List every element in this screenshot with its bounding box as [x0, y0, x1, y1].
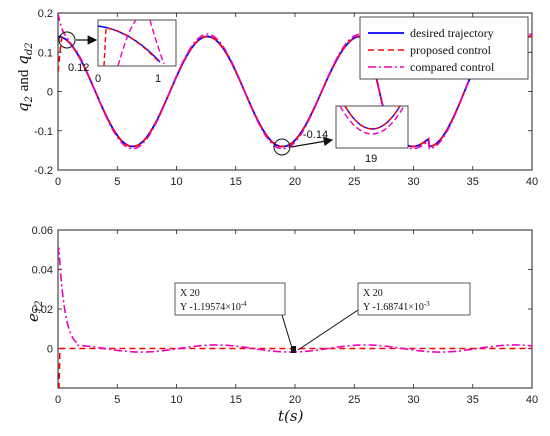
- top-xtick-label: 30: [407, 176, 419, 188]
- inset-2-compared: [339, 106, 405, 135]
- top-ytick-label: 0.2: [38, 8, 53, 20]
- top-y-ticks: 0.2 0.1 0 -0.1 -0.2: [34, 8, 532, 177]
- top-ytick-label: -0.1: [34, 126, 53, 138]
- top-y-label-q: q: [14, 102, 32, 112]
- top-y-label-q2: q: [14, 55, 32, 65]
- inset-1-desired: [98, 25, 161, 63]
- bottom-xtick-label: 5: [114, 394, 120, 406]
- bottom-y-label: e12: [24, 300, 45, 322]
- datatip-2-y-mant: -1.68741×10: [372, 302, 423, 313]
- datatip-1-pointer: [281, 314, 293, 349]
- top-y-label-sub2: d2: [24, 42, 35, 55]
- top-y-label-and: and: [16, 69, 32, 91]
- legend-label-compared: compared control: [410, 60, 495, 74]
- inset-2-x-label: 19: [365, 153, 377, 165]
- zoom-callout-1: 0.12 0 1: [58, 19, 177, 85]
- bottom-x-label: t(s): [278, 407, 304, 425]
- bottom-y-label-e: e: [24, 313, 42, 322]
- bottom-xtick-label: 15: [230, 394, 242, 406]
- bottom-y-ticks: 0.06 0.04 0.02 0: [32, 225, 532, 356]
- top-xtick-label: 0: [55, 176, 61, 188]
- top-xtick-label: 20: [289, 176, 301, 188]
- datatip-1-y-mant: -1.19574×10: [189, 302, 240, 313]
- datatip-marker: [291, 346, 296, 353]
- datatip-1: X 20 Y -1.19574×10-4: [174, 282, 293, 349]
- inset-2-y-label: -0.14: [303, 129, 328, 141]
- datatip-1-y-prefix: Y: [180, 302, 187, 313]
- inset-1-xtick-0: 0: [95, 73, 101, 85]
- legend-box: [359, 16, 529, 80]
- datatip-1-y: Y -1.19574×10-4: [180, 300, 247, 313]
- bottom-xtick-label: 20: [289, 394, 301, 406]
- bottom-xtick-label: 10: [170, 394, 182, 406]
- legend-label-desired: desired trajectory: [410, 26, 494, 40]
- top-xtick-label: 25: [348, 176, 360, 188]
- inset-1-xtick-1: 1: [155, 73, 161, 85]
- inset-1-compared: [117, 20, 165, 66]
- bottom-xtick-label: 40: [526, 394, 538, 406]
- top-xtick-label: 5: [114, 176, 120, 188]
- series-compared-line: [58, 13, 532, 150]
- zoom-callout-2: -0.14 19: [273, 105, 409, 165]
- inset-1-y-label: 0.12: [68, 62, 89, 74]
- bottom-ytick-label: 0: [47, 344, 53, 356]
- zoom-arrow-2: [290, 136, 334, 148]
- zoom-circle-1: [58, 31, 76, 49]
- datatip-1-box: [174, 282, 286, 316]
- bottom-xtick-label: 30: [407, 394, 419, 406]
- top-y-label-sub1: 2: [24, 96, 35, 103]
- inset-2-box: [335, 105, 409, 149]
- datatip-2: X 20 Y -1.68741×10-3: [297, 282, 471, 351]
- top-xtick-label: 35: [467, 176, 479, 188]
- datatip-1-x: X 20: [180, 288, 200, 299]
- bottom-ytick-label: 0.04: [32, 265, 53, 277]
- top-ytick-label: 0: [47, 87, 53, 99]
- series-proposed-line: [58, 35, 532, 148]
- bottom-ytick-label: 0.06: [32, 225, 53, 237]
- top-chart: 0 5 10 15 20 25 30 35 40 0.20.10-0.1-0.2 q2 and …: [14, 8, 538, 188]
- inset-1-box: [97, 19, 177, 67]
- top-xtick-label: 10: [170, 176, 182, 188]
- top-xtick-label: 15: [230, 176, 242, 188]
- datatip-2-y-prefix: Y: [363, 302, 370, 313]
- zoom-circle-2: [273, 138, 291, 156]
- bottom-ytick-label: 0.02: [32, 304, 53, 316]
- datatip-1-y-exp: -4: [241, 300, 247, 308]
- bottom-xtick-label: 25: [348, 394, 360, 406]
- top-x-ticks: 0 5 10 15 20 25 30 35 40: [55, 13, 538, 188]
- top-ytick-label: 0.1: [38, 47, 53, 59]
- bottom-chart: 0 5 10 15 20 25 30 35 40 0.060.040.020 e12 t(s) …: [24, 225, 538, 425]
- datatip-2-y: Y -1.68741×10-3: [363, 300, 430, 313]
- legend: desired trajectory proposed control comp…: [359, 16, 529, 80]
- bottom-xtick-label: 35: [467, 394, 479, 406]
- top-xtick-label: 40: [526, 176, 538, 188]
- datatip-2-pointer: [297, 309, 359, 351]
- inset-2-proposed: [344, 106, 401, 130]
- bottom-xtick-label: 0: [55, 394, 61, 406]
- bottom-x-ticks: 0 5 10 15 20 25 30 35 40: [55, 230, 538, 406]
- datatip-2-y-exp: -3: [424, 300, 430, 308]
- top-ytick-label: -0.2: [34, 165, 53, 177]
- datatip-2-x: X 20: [363, 288, 383, 299]
- legend-label-proposed: proposed control: [410, 43, 492, 57]
- datatip-2-box: [357, 282, 471, 316]
- bottom-y-label-sub: 12: [34, 300, 45, 313]
- top-y-label: q2 and qd2: [14, 42, 35, 112]
